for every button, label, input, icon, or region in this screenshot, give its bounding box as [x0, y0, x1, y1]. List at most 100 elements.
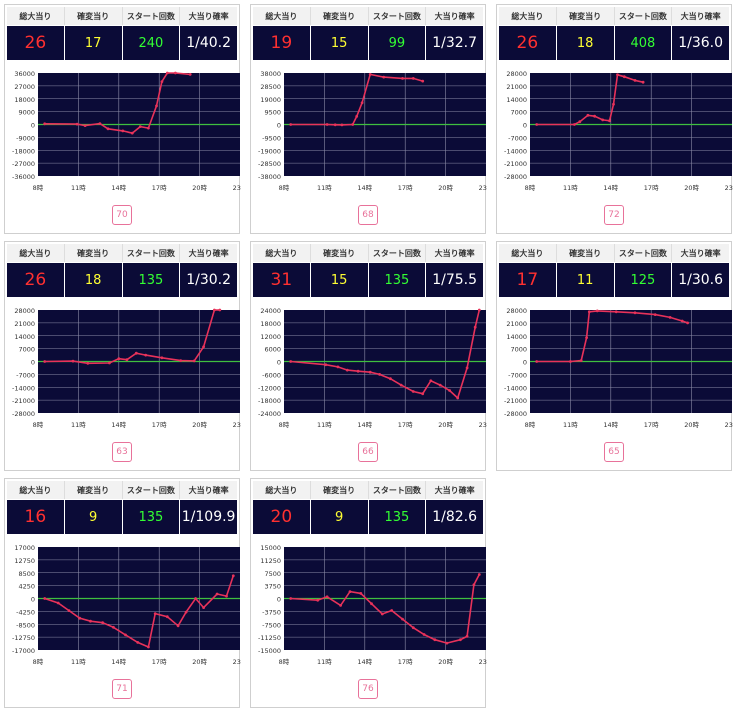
y-tick-label: -12000 [258, 384, 281, 392]
data-point [89, 619, 92, 623]
x-tick-label: 8時 [279, 421, 290, 429]
data-point [138, 125, 142, 128]
x-tick-label: 17時 [398, 658, 413, 666]
y-tick-label: -8500 [16, 621, 35, 629]
start-count-value: 135 [123, 263, 181, 297]
machine-number-button[interactable]: 68 [358, 205, 378, 225]
y-tick-label: 7500 [264, 570, 281, 578]
data-point [622, 75, 626, 79]
stats-header: 総大当り 確変当り スタート回数 大当り確率 [7, 7, 237, 25]
y-tick-label: 14000 [14, 333, 35, 341]
y-tick-label: 0 [277, 122, 281, 130]
data-point [359, 592, 363, 595]
x-tick-label: 11時 [563, 184, 578, 192]
data-point [325, 595, 329, 599]
stats-values: 20 9 135 1/82.6 [253, 500, 483, 534]
machine-card: 総大当り 確変当り スタート回数 大当り確率 17 11 125 1/30.6 28000 210… [496, 241, 733, 471]
machine-number-button[interactable]: 72 [604, 205, 624, 225]
x-tick-label: 23時 [233, 184, 241, 192]
header-total-hits: 総大当り [499, 244, 557, 262]
data-point [422, 633, 426, 636]
data-point [612, 102, 615, 106]
machine-card: 総大当り 確変当り スタート回数 大当り確率 26 18 135 1/30.2 28000 210… [4, 241, 241, 471]
machine-number-button[interactable]: 70 [112, 205, 132, 225]
data-point [579, 359, 583, 362]
data-point [382, 75, 386, 79]
stats-values: 26 18 135 1/30.2 [7, 263, 237, 297]
stats-values: 16 9 135 1/109.9 [7, 500, 237, 534]
y-tick-label: 0 [31, 596, 35, 604]
hit-probability-value: 1/36.0 [678, 35, 724, 51]
x-tick-label: 8時 [33, 658, 44, 666]
data-point [399, 383, 403, 387]
data-point [134, 351, 138, 355]
y-tick-label: -14000 [12, 384, 35, 392]
data-point [535, 360, 539, 363]
header-total-hits: 総大当り [7, 7, 65, 25]
x-tick-label: 8時 [33, 184, 44, 192]
data-series-line [44, 72, 191, 134]
x-tick-label: 11時 [317, 421, 332, 429]
data-point [125, 358, 129, 362]
stats-values: 26 18 408 1/36.0 [499, 26, 729, 60]
header-hit-probability: 大当り確率 [426, 7, 483, 25]
y-tick-label: -28000 [504, 173, 527, 181]
y-tick-label: 11250 [260, 557, 281, 565]
data-point [438, 383, 442, 387]
total-hits-value: 20 [253, 500, 311, 534]
data-point [421, 79, 425, 83]
data-point [184, 610, 188, 614]
data-point [71, 359, 75, 363]
data-point [325, 123, 329, 126]
start-count-value: 135 [369, 263, 427, 297]
x-tick-label: 14時 [111, 184, 126, 192]
total-hits-value: 17 [499, 263, 557, 297]
data-point [179, 359, 183, 362]
slump-graph: 17000 12750 8500 4250 0 -4250 -8500 -12750 -1700… [12, 544, 241, 666]
data-point [339, 604, 342, 607]
total-hits-value: 26 [499, 26, 557, 60]
y-tick-label: -14000 [504, 147, 527, 155]
data-point [86, 361, 90, 365]
data-point [433, 638, 437, 642]
x-tick-label: 23時 [479, 658, 487, 666]
data-point [390, 609, 394, 612]
data-point [43, 360, 47, 363]
x-tick-label: 14時 [357, 184, 372, 192]
x-tick-label: 14時 [603, 421, 618, 429]
machine-number-button[interactable]: 66 [358, 442, 378, 462]
y-tick-label: 21000 [506, 320, 527, 328]
x-tick-label: 23時 [725, 184, 733, 192]
y-tick-label: 28000 [506, 307, 527, 315]
data-point [587, 310, 591, 314]
header-total-hits: 総大当り [253, 7, 311, 25]
header-kakuhen-hits: 確変当り [64, 481, 123, 499]
data-point [160, 80, 164, 83]
machine-number-button[interactable]: 71 [112, 679, 132, 699]
y-tick-label: -17000 [12, 647, 35, 655]
machine-number-button[interactable]: 63 [112, 442, 132, 462]
y-tick-label: 21000 [14, 320, 35, 328]
kakuhen-hits-value: 18 [557, 26, 615, 60]
data-point [668, 316, 672, 319]
data-point [401, 617, 404, 621]
header-hit-probability: 大当り確率 [672, 244, 729, 262]
x-tick-label: 17時 [152, 184, 167, 192]
y-tick-label: 0 [523, 359, 527, 367]
header-start-count: スタート回数 [614, 244, 673, 262]
y-tick-label: -7500 [262, 621, 281, 629]
machine-number-button[interactable]: 76 [358, 679, 378, 699]
data-point [106, 127, 110, 131]
x-tick-label: 8時 [525, 184, 536, 192]
data-point [289, 360, 293, 363]
machine-number-button[interactable]: 65 [604, 442, 624, 462]
y-tick-label: 28000 [14, 307, 35, 315]
x-tick-label: 20時 [438, 184, 453, 192]
data-point [43, 597, 47, 600]
x-tick-label: 23時 [725, 421, 733, 429]
header-kakuhen-hits: 確変当り [556, 244, 615, 262]
data-point [98, 122, 102, 125]
data-point [680, 319, 684, 323]
x-tick-label: 23時 [233, 658, 241, 666]
slump-graph: 15000 11250 7500 3750 0 -3750 -7500 -11250 -1500… [258, 544, 487, 666]
